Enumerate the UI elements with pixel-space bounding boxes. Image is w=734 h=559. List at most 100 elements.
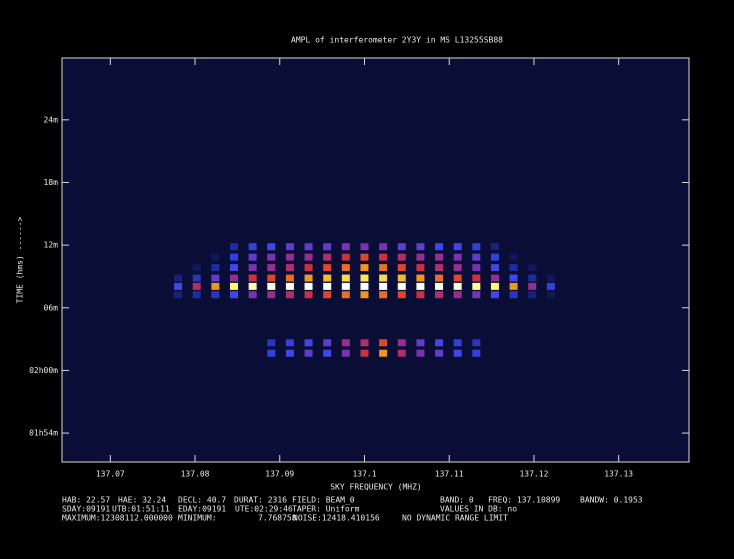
heatmap-cell [267,254,275,261]
heatmap-cell [435,243,443,250]
heatmap-cell [323,254,331,261]
footer-text: 7.768758 [258,514,297,523]
heatmap-cell [305,275,313,282]
heatmap-cell [211,350,219,357]
heatmap-cell [286,275,294,282]
heatmap-cell [379,275,387,282]
heatmap-cell [398,350,406,357]
heatmap-cell [360,243,368,250]
heatmap-cell [230,254,238,261]
heatmap-cell [491,339,499,346]
heatmap-cell [528,283,536,290]
heatmap-cell [193,339,201,346]
heatmap-cell [342,291,350,298]
heatmap-cell [398,254,406,261]
heatmap-cell [305,243,313,250]
heatmap-cell [379,243,387,250]
heatmap-cell [416,264,424,271]
heatmap-cell [454,243,462,250]
heatmap-cell [305,254,313,261]
heatmap-cell [286,254,294,261]
heatmap-cell [547,291,555,298]
heatmap-cell [379,264,387,271]
heatmap-cell [510,264,518,271]
heatmap-cell [454,339,462,346]
heatmap-cell [528,264,536,271]
footer-text: TAPER: Uniform [292,505,360,514]
heatmap-cell [342,264,350,271]
heatmap-cell [416,350,424,357]
footer-text: MAXIMUM:12308112.000000 [62,514,173,523]
heatmap-cell [398,243,406,250]
heatmap-cell [360,339,368,346]
plot-area [62,58,689,462]
heatmap-cell [472,264,480,271]
heatmap-cell [211,283,219,290]
footer-text: FIELD: BEAM_0 [292,496,355,505]
y-tick-label: 18m [44,178,59,187]
heatmap-cell [454,264,462,271]
footer-text: UTE:02:29:46 [235,505,293,514]
heatmap-cell [267,264,275,271]
x-tick-label: 137.11 [435,470,464,479]
heatmap-cell [342,275,350,282]
footer-text: HAE: 32.24 [118,496,166,505]
heatmap-cell [379,350,387,357]
heatmap-cell [360,264,368,271]
heatmap-cell [193,291,201,298]
heatmap-cell [454,291,462,298]
heatmap-cell [211,291,219,298]
heatmap-cell [230,264,238,271]
heatmap-cell [323,264,331,271]
heatmap-cell [323,339,331,346]
heatmap-cell [491,264,499,271]
heatmap-cell [547,254,555,261]
x-tick-label: 137.07 [96,470,125,479]
heatmap-cell [342,283,350,290]
heatmap-cell [267,350,275,357]
heatmap-cell [249,275,257,282]
heatmap-cell [472,283,480,290]
heatmap-cell [249,243,257,250]
heatmap-cell [547,275,555,282]
heatmap-cell [528,291,536,298]
heatmap-cell [472,243,480,250]
heatmap-cell [547,350,555,357]
heatmap-cell [230,243,238,250]
x-tick-label: 137.1 [352,470,376,479]
heatmap-cell [211,339,219,346]
heatmap-cell [267,275,275,282]
heatmap-cell [305,291,313,298]
heatmap-cell [528,339,536,346]
heatmap-cell [416,283,424,290]
heatmap-cell [249,283,257,290]
heatmap-cell [491,254,499,261]
heatmap-cell [398,275,406,282]
heatmap-cell [416,339,424,346]
heatmap-cell [398,339,406,346]
heatmap-cell [230,339,238,346]
y-tick-label: 02h00m [29,366,58,375]
page: {"chart_data": { "type": "heatmap", "tit… [0,0,734,559]
footer-text: DURAT: 2316 [234,496,287,505]
heatmap-cell [454,283,462,290]
heatmap-cell [472,275,480,282]
heatmap-cell [398,291,406,298]
heatmap-cell [416,254,424,261]
footer-text: BANDW: 0.1953 [580,496,643,505]
footer-text: NOISE:12418.410156 [293,514,380,523]
heatmap-cell [435,291,443,298]
heatmap-cell [454,275,462,282]
heatmap-cell [305,350,313,357]
heatmap-cell [323,275,331,282]
heatmap-cell [547,264,555,271]
heatmap-cell [379,291,387,298]
heatmap-cell [249,339,257,346]
heatmap-cell [193,264,201,271]
heatmap-cell [305,264,313,271]
x-axis-label: SKY FREQUENCY (MHZ) [330,483,422,492]
heatmap-cell [286,339,294,346]
heatmap-cell [398,283,406,290]
footer-text: MINIMUM: [178,514,217,523]
heatmap-cell [267,283,275,290]
